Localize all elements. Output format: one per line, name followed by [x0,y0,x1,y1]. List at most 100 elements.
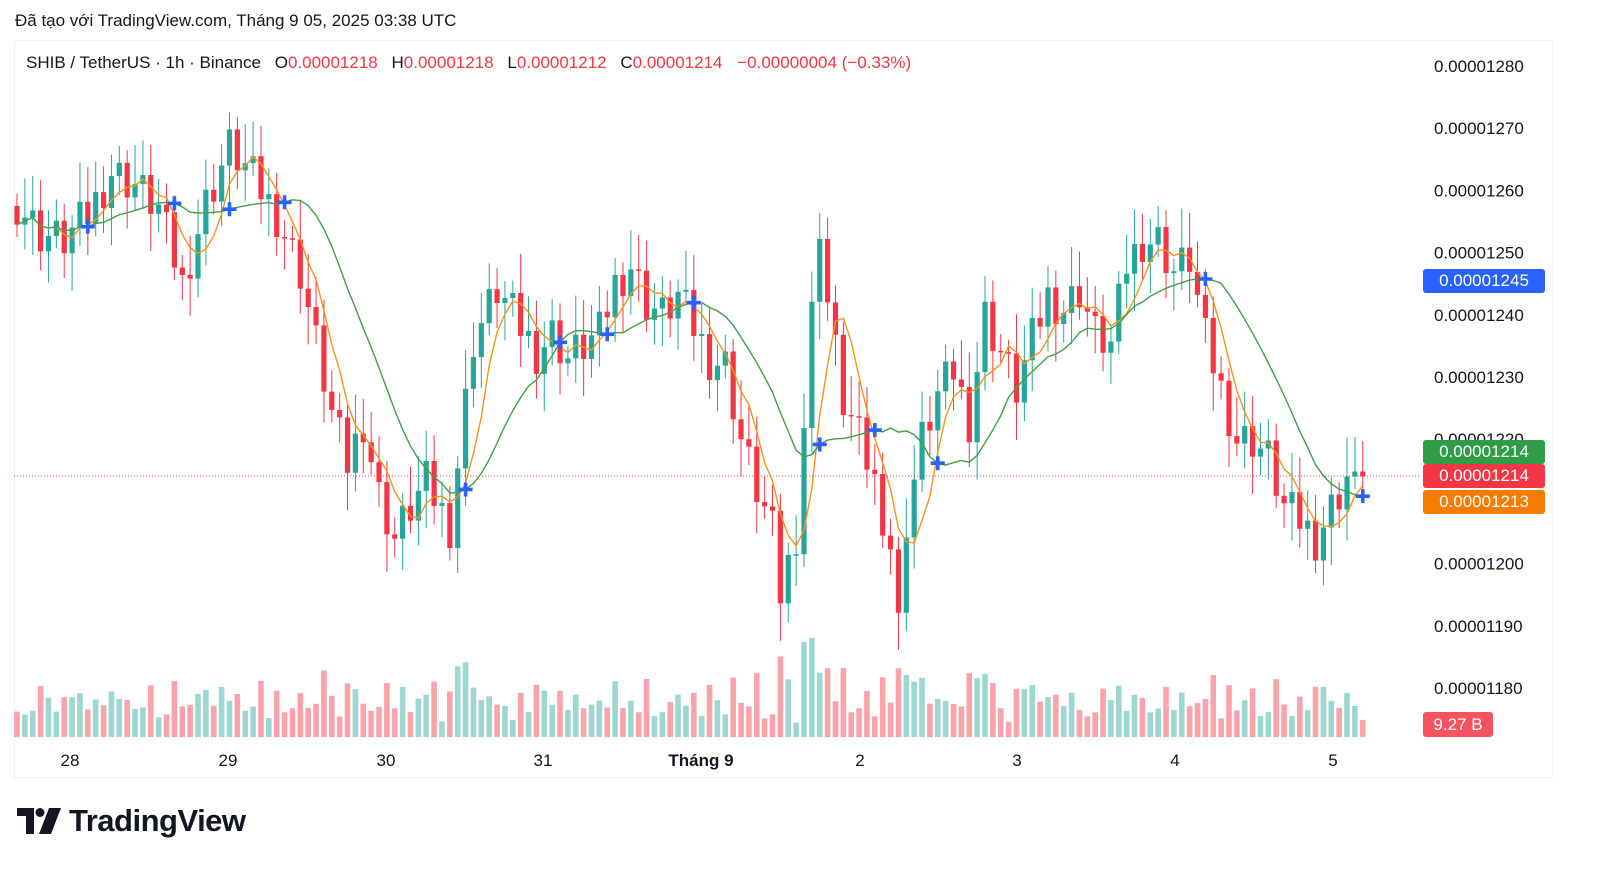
volume-bar [517,692,524,737]
price-axis-label: 0.00001260 [1434,181,1524,200]
candle-body [1360,471,1366,477]
volume-bar [226,700,233,737]
candle-body [1194,271,1201,295]
candle-body [801,428,807,555]
volume-bar [722,714,729,737]
volume-bar [990,682,996,737]
candle-body [1242,426,1248,444]
candle-body [1006,352,1012,354]
candle-body [848,414,854,417]
volume-bar [919,677,925,737]
volume-bar [612,681,618,737]
volume-bar [376,706,382,737]
candle-body [817,238,823,302]
candle-body [793,554,799,556]
volume-bar [761,718,768,737]
candle-body [683,289,689,292]
volume-bar [187,704,193,737]
volume-bar [1021,689,1028,737]
plus-icon [167,196,182,211]
plus-icon [600,327,615,342]
volume-bar [691,692,697,737]
volume-bar [557,690,563,737]
candle-body [171,212,177,268]
volume-bar [982,674,988,737]
time-axis-label: Tháng 9 [668,751,733,770]
candle-body [195,234,201,279]
chart-pane[interactable] [14,40,1553,778]
volume-bar [352,689,359,737]
volume-bar [85,709,91,737]
candle-body [156,204,162,214]
candle-body [274,194,280,238]
volume-bar [572,694,579,737]
candle-body [840,334,846,415]
volume-bar [832,701,839,737]
candle-body [903,537,909,613]
candle-body [266,194,272,200]
volume-bar [753,673,760,737]
volume-bar [793,722,799,737]
plus-icon [80,219,95,234]
candle-body [1352,471,1358,477]
candle-body [132,184,138,198]
volume-bar [431,681,437,737]
volume-bar [1320,686,1327,737]
plus-icon [930,456,945,471]
volume-bar [210,705,217,737]
candle-body [691,289,697,336]
tradingview-brand[interactable]: TradingView [17,803,246,839]
volume-bar [1304,710,1311,737]
volume-bar [706,684,713,737]
plus-icon [812,437,827,452]
price-axis-label: 0.00001190 [1434,617,1523,636]
candle-body [1171,271,1177,274]
volume-bar [407,711,414,737]
volume-bar [525,711,532,737]
volume-bar [132,708,138,737]
plus-icon [867,423,882,438]
candle-body [518,293,524,336]
candle-body [533,330,540,374]
volume-bar [179,706,186,737]
volume-bar [415,698,422,737]
candle-body [124,162,130,198]
volume-bar [1234,710,1240,737]
candle-body [919,421,925,480]
candle-body [722,351,728,366]
change-value: −0.00000004 (−0.33%) [737,53,912,72]
candle-body [612,274,618,318]
candle-body [1210,317,1216,374]
volume-bar [533,684,540,737]
volume-bar [454,666,461,737]
candle-body [1076,286,1083,308]
volume-tag: 9.27 B [1423,712,1493,737]
volume-bar [887,702,894,737]
price-axis-label: 0.00001280 [1434,57,1524,76]
volume-bar [321,670,327,737]
volume-bar [1257,716,1264,737]
volume-bar [1171,709,1177,737]
symbol-label[interactable]: SHIB / TetherUS · 1h · Binance [26,53,261,72]
volume-bar [1210,675,1217,737]
candle-body [1068,286,1075,313]
volume-bars [14,637,1366,737]
volume-bar [439,721,445,737]
low-value: 0.00001212 [516,53,607,72]
open-key: O [274,53,288,72]
volume-bar [360,703,367,737]
volume-bar [1116,685,1122,737]
candle-body [478,323,484,358]
volume-bar [470,687,477,737]
volume-bar [667,702,674,737]
candle-body [880,474,886,536]
volume-bar [1328,700,1335,737]
candle-body [699,334,705,336]
candle-body [321,325,327,392]
candle-body [510,293,516,299]
candle-body [990,301,996,351]
volume-bar [140,707,146,737]
volume-bar [643,678,650,737]
volume-bar [1265,712,1272,737]
